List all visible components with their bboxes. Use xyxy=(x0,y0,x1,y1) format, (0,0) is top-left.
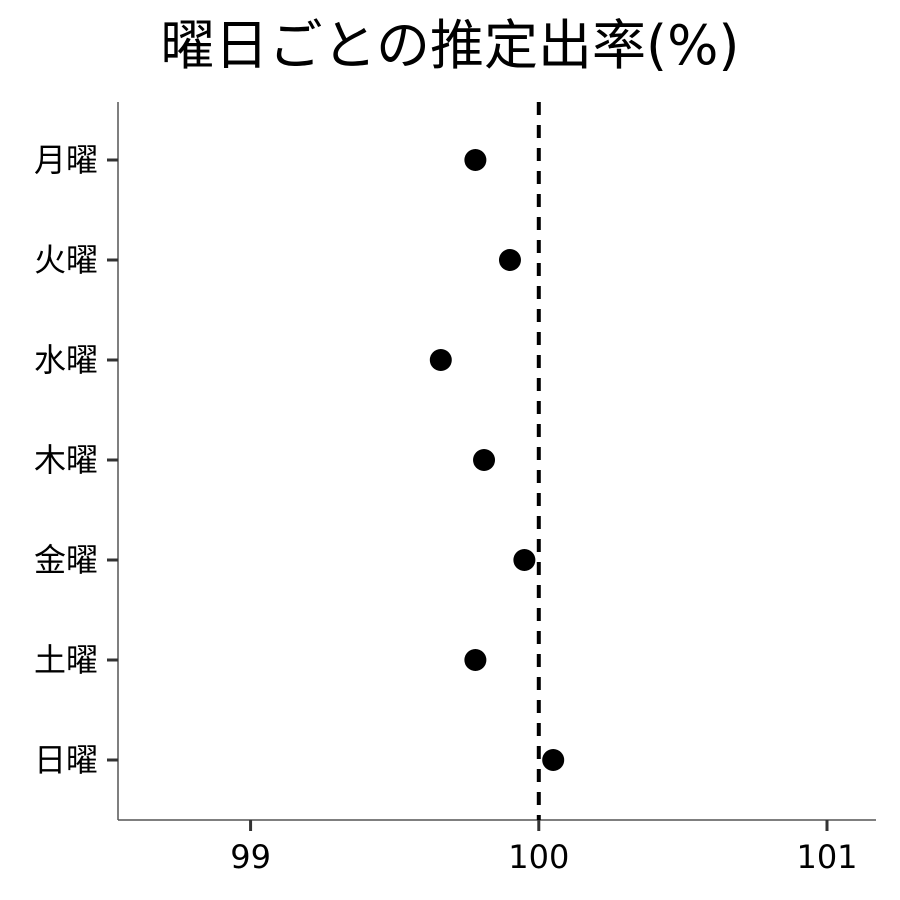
data-point-7 xyxy=(542,749,565,771)
data-point-5 xyxy=(513,549,536,571)
y-tick-label: 水曜 xyxy=(34,341,98,379)
x-tick-label: 100 xyxy=(508,838,569,876)
data-point-2 xyxy=(498,249,521,271)
y-tick-label: 月曜 xyxy=(34,141,98,179)
y-tick-label: 日曜 xyxy=(34,741,98,779)
y-tick-label: 金曜 xyxy=(34,541,98,579)
x-tick-label: 101 xyxy=(796,838,857,876)
data-point-4 xyxy=(473,449,496,471)
y-tick-label: 木曜 xyxy=(34,441,98,479)
y-tick-label: 土曜 xyxy=(34,641,98,679)
chart-title: 曜日ごとの推定出率(%) xyxy=(160,14,740,77)
data-points xyxy=(429,149,565,771)
x-tick-label: 99 xyxy=(230,838,271,876)
y-tick-label: 火曜 xyxy=(34,241,98,279)
x-axis-ticks: 99 100 101 xyxy=(230,820,858,876)
data-point-3 xyxy=(429,349,452,371)
data-point-6 xyxy=(464,649,487,671)
data-point-1 xyxy=(464,149,487,171)
